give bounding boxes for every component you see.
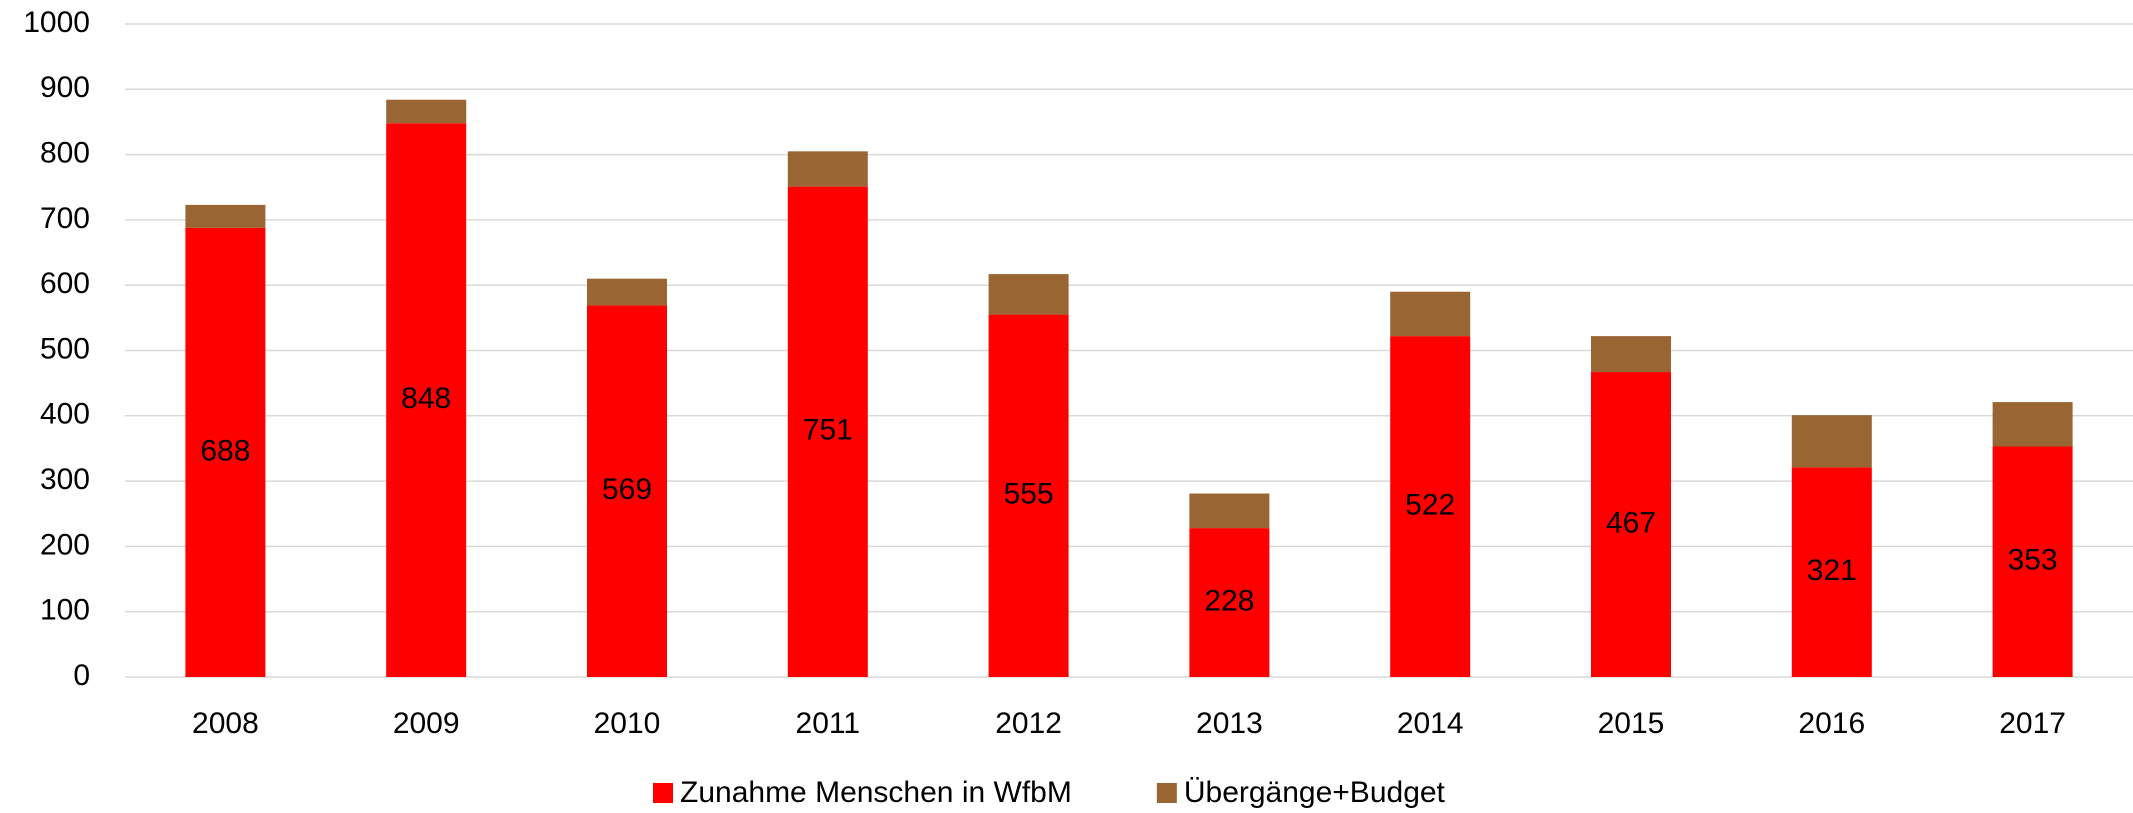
y-tick-label: 100: [40, 594, 90, 627]
x-tick-label: 2009: [393, 707, 460, 740]
bar-segment: [1591, 336, 1671, 373]
bar-segment: [1390, 336, 1471, 677]
x-tick-label: 2010: [594, 707, 661, 740]
y-tick-label: 1000: [23, 6, 90, 39]
x-tick-label: 2012: [995, 707, 1062, 740]
bar-segment: [1591, 372, 1671, 677]
y-tick-label: 0: [73, 659, 90, 692]
y-tick-label: 900: [40, 71, 90, 104]
bar-segment: [185, 227, 266, 677]
y-tick-label: 200: [40, 528, 90, 561]
data-label: 321: [1807, 554, 1857, 587]
bar-segment: [787, 186, 868, 678]
bar-segment: [787, 151, 868, 187]
bar-segment: [386, 99, 467, 124]
bar-segment: [988, 274, 1069, 315]
data-label: 751: [803, 414, 853, 447]
x-tick-label: 2011: [796, 707, 861, 740]
x-tick-label: 2013: [1196, 707, 1263, 740]
x-tick-label: 2016: [1798, 707, 1865, 740]
data-label: 569: [602, 473, 652, 506]
bar-segment: [1992, 446, 2073, 677]
bar-segment: [1992, 402, 2073, 447]
legend-swatch: [1156, 783, 1177, 803]
y-tick-label: 500: [40, 332, 90, 365]
bar-segment: [386, 123, 467, 678]
x-tick-label: 2015: [1598, 707, 1665, 740]
data-label: 688: [200, 434, 250, 467]
bar-segment: [1189, 528, 1270, 677]
y-tick-label: 800: [40, 137, 90, 170]
bar-segment: [587, 305, 667, 677]
y-tick-label: 700: [40, 202, 90, 235]
data-label: 353: [2008, 544, 2058, 577]
y-tick-label: 300: [40, 463, 90, 496]
data-label: 228: [1204, 584, 1254, 617]
legend-label: Übergänge+Budget: [1184, 776, 1446, 809]
x-tick-label: 2014: [1397, 707, 1464, 740]
bar-segment: [185, 204, 266, 228]
y-tick-label: 400: [40, 398, 90, 431]
bar-segment: [1791, 467, 1872, 677]
x-tick-label: 2017: [1999, 707, 2066, 740]
bar-segment: [1390, 291, 1471, 337]
data-label: 555: [1004, 478, 1054, 511]
data-label: 522: [1405, 488, 1455, 521]
bar-segment: [1189, 493, 1270, 529]
data-label: 848: [401, 382, 451, 415]
bar-segment: [988, 314, 1069, 677]
x-tick-label: 2008: [192, 707, 259, 740]
bar-segment: [587, 278, 667, 306]
legend-swatch: [653, 783, 673, 803]
legend-label: Zunahme Menschen in WfbM: [680, 776, 1072, 809]
data-label: 467: [1606, 506, 1656, 539]
y-tick-label: 600: [40, 267, 90, 300]
bar-segment: [1791, 415, 1872, 468]
